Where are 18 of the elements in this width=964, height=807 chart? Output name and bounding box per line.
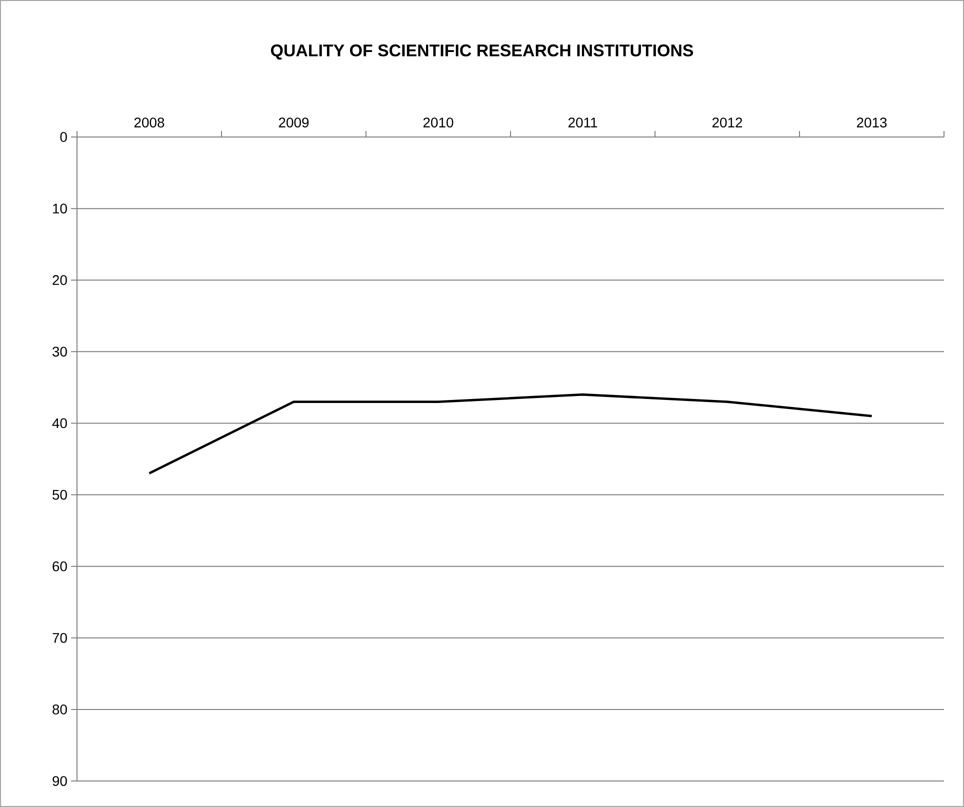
x-tick-label: 2008 — [134, 118, 164, 128]
x-tick-label: 2011 — [568, 118, 598, 128]
x-tick-label: 2012 — [712, 118, 742, 128]
chart-title: QUALITY OF SCIENTIFIC RESEARCH INSTITUTIONS — [270, 44, 694, 60]
y-tick-label: 80 — [52, 704, 67, 714]
y-tick-label: 10 — [53, 204, 67, 214]
y-tick-label: 50 — [52, 490, 67, 500]
line-series — [148, 393, 873, 475]
y-tick-label: 20 — [52, 275, 67, 286]
y-tick-label: 30 — [52, 346, 67, 357]
x-tick-label: 2009 — [278, 118, 309, 128]
y-tick-label: 40 — [52, 418, 67, 428]
y-tick-label: 60 — [52, 561, 67, 572]
x-tick-label: 2010 — [423, 118, 454, 128]
x-tick-label: 2013 — [856, 118, 887, 128]
y-tick-label: 90 — [52, 776, 67, 786]
y-tick-label: 70 — [52, 632, 67, 643]
y-tick-label: 0 — [60, 132, 67, 142]
